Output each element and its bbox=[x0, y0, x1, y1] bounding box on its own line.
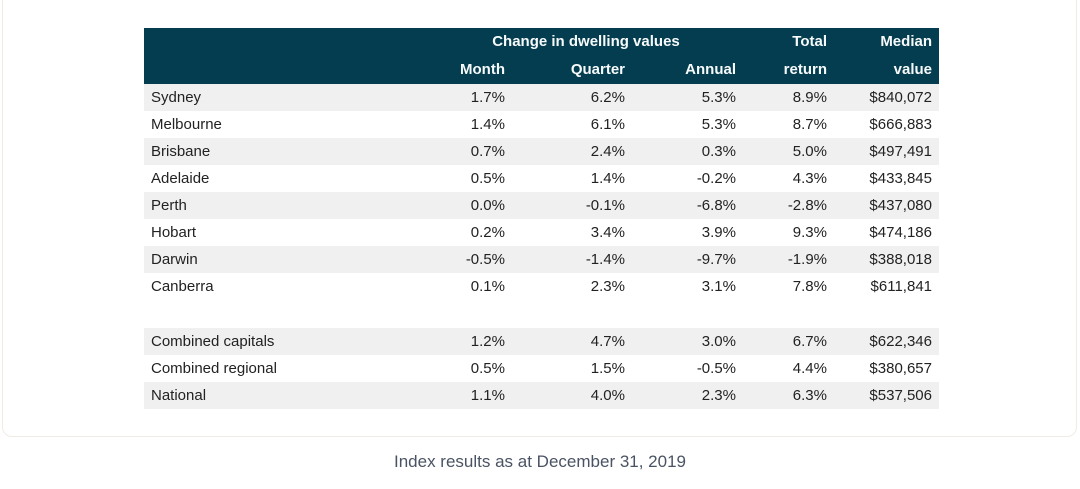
value-cell: 3.1% bbox=[701, 278, 736, 295]
value-cell: $611,841 bbox=[870, 278, 932, 295]
report-card: Change in dwelling values Total Median M… bbox=[2, 0, 1077, 437]
value-cell: 3.0% bbox=[701, 333, 736, 350]
value-cell: 1.2% bbox=[470, 333, 505, 350]
value-cell: $433,845 bbox=[869, 170, 932, 187]
region-column-header bbox=[144, 56, 390, 84]
spacer-section bbox=[144, 300, 939, 328]
table-row: National 1.1% 4.0% 2.3% 6.3% $537,506 bbox=[144, 382, 939, 409]
value-cell: $380,657 bbox=[869, 360, 932, 377]
value-cell: $474,186 bbox=[869, 224, 932, 241]
value-cell: 1.5% bbox=[590, 360, 625, 377]
value-cell: 2.3% bbox=[590, 278, 625, 295]
value-cell: 0.0% bbox=[470, 197, 505, 214]
group-header: Change in dwelling values bbox=[390, 28, 738, 56]
value-cell: 5.3% bbox=[701, 89, 736, 106]
region-name-cell: Perth bbox=[151, 197, 187, 214]
value-cell: $840,072 bbox=[869, 89, 932, 106]
region-name-cell: Combined capitals bbox=[151, 333, 275, 350]
dwelling-values-table: Change in dwelling values Total Median M… bbox=[144, 28, 939, 409]
value-cell: 6.1% bbox=[590, 116, 625, 133]
region-name-cell: National bbox=[151, 387, 207, 404]
table-header: Change in dwelling values Total Median M… bbox=[144, 28, 939, 84]
value-cell: 1.1% bbox=[470, 387, 505, 404]
value-cell: 9.3% bbox=[792, 224, 827, 241]
value-cell: 6.3% bbox=[792, 387, 827, 404]
table-row: Combined regional 0.5% 1.5% -0.5% 4.4% $380,6… bbox=[144, 355, 939, 382]
value-cell: 2.4% bbox=[590, 143, 625, 160]
value-cell: -9.7% bbox=[696, 251, 736, 268]
value-cell: -0.5% bbox=[696, 360, 736, 377]
table-row: Combined capitals 1.2% 4.7% 3.0% 6.7% $622,34… bbox=[144, 328, 939, 355]
table-row: Perth 0.0% -0.1% -6.8% -2.8% $437,080 bbox=[144, 192, 939, 219]
spacer-row bbox=[144, 300, 939, 328]
value-cell: -0.2% bbox=[696, 170, 736, 187]
value-cell: 3.4% bbox=[590, 224, 625, 241]
value-cell: 8.9% bbox=[792, 89, 827, 106]
region-name-cell: Combined regional bbox=[151, 360, 277, 377]
value-cell: 4.0% bbox=[590, 387, 625, 404]
value-cell: 5.3% bbox=[701, 116, 736, 133]
table-row: Sydney 1.7% 6.2% 5.3% 8.9% $840,072 bbox=[144, 84, 939, 111]
col-header-annual: Annual bbox=[627, 56, 738, 84]
value-cell: 4.3% bbox=[792, 170, 827, 187]
region-name-cell: Melbourne bbox=[151, 116, 222, 133]
value-cell: $666,883 bbox=[869, 116, 932, 133]
region-name-cell: Hobart bbox=[151, 224, 197, 241]
value-cell: 0.5% bbox=[470, 360, 505, 377]
value-cell: 7.8% bbox=[792, 278, 827, 295]
value-cell: $437,080 bbox=[869, 197, 932, 214]
value-cell: -1.4% bbox=[585, 251, 625, 268]
value-cell: $388,018 bbox=[869, 251, 932, 268]
region-name-cell: Darwin bbox=[151, 251, 198, 268]
value-cell: 6.2% bbox=[590, 89, 625, 106]
header-row-2: Month Quarter Annual return value bbox=[144, 56, 939, 84]
value-cell: $497,491 bbox=[869, 143, 932, 160]
value-cell: -0.1% bbox=[585, 197, 625, 214]
value-cell: 4.4% bbox=[792, 360, 827, 377]
col-header-median: Median bbox=[829, 28, 939, 56]
region-name-cell: Adelaide bbox=[151, 170, 210, 187]
value-cell: 1.4% bbox=[590, 170, 625, 187]
value-cell: 1.4% bbox=[470, 116, 505, 133]
region-name-cell: Sydney bbox=[151, 89, 202, 106]
value-cell: 0.1% bbox=[470, 278, 505, 295]
col-header-value: value bbox=[829, 56, 939, 84]
value-cell: 2.3% bbox=[701, 387, 736, 404]
spacer-cell bbox=[144, 300, 939, 328]
value-cell: 0.5% bbox=[470, 170, 505, 187]
col-header-total: Total bbox=[738, 28, 829, 56]
table-row: Darwin -0.5% -1.4% -9.7% -1.9% $388,018 bbox=[144, 246, 939, 273]
value-cell: 3.9% bbox=[701, 224, 736, 241]
value-cell: 0.7% bbox=[470, 143, 505, 160]
value-cell: -2.8% bbox=[787, 197, 827, 214]
col-header-return: return bbox=[738, 56, 829, 84]
col-header-quarter: Quarter bbox=[507, 56, 627, 84]
value-cell: 1.7% bbox=[470, 89, 505, 106]
capital-city-rows: Sydney 1.7% 6.2% 5.3% 8.9% $840,072 Melbourne 1… bbox=[144, 84, 939, 300]
table-row: Canberra 0.1% 2.3% 3.1% 7.8% $611,841 bbox=[144, 273, 939, 300]
region-column-header bbox=[144, 28, 390, 56]
value-cell: -6.8% bbox=[696, 197, 736, 214]
value-cell: 6.7% bbox=[792, 333, 827, 350]
table-row: Melbourne 1.4% 6.1% 5.3% 8.7% $666,883 bbox=[144, 111, 939, 138]
value-cell: $622,346 bbox=[869, 333, 932, 350]
value-cell: -1.9% bbox=[787, 251, 827, 268]
table-row: Adelaide 0.5% 1.4% -0.2% 4.3% $433,845 bbox=[144, 165, 939, 192]
region-name-cell: Brisbane bbox=[151, 143, 211, 160]
summary-rows: Combined capitals 1.2% 4.7% 3.0% 6.7% $622,34… bbox=[144, 328, 939, 409]
region-name-cell: Canberra bbox=[151, 278, 214, 295]
value-cell: $537,506 bbox=[869, 387, 932, 404]
table-row: Brisbane 0.7% 2.4% 0.3% 5.0% $497,491 bbox=[144, 138, 939, 165]
header-row-1: Change in dwelling values Total Median bbox=[144, 28, 939, 56]
value-cell: 0.2% bbox=[470, 224, 505, 241]
col-header-month: Month bbox=[390, 56, 507, 84]
value-cell: 8.7% bbox=[792, 116, 827, 133]
value-cell: 5.0% bbox=[792, 143, 827, 160]
value-cell: 4.7% bbox=[590, 333, 625, 350]
table-row: Hobart 0.2% 3.4% 3.9% 9.3% $474,186 bbox=[144, 219, 939, 246]
caption: Index results as at December 31, 2019 bbox=[394, 452, 686, 471]
value-cell: -0.5% bbox=[465, 251, 505, 268]
value-cell: 0.3% bbox=[701, 143, 736, 160]
